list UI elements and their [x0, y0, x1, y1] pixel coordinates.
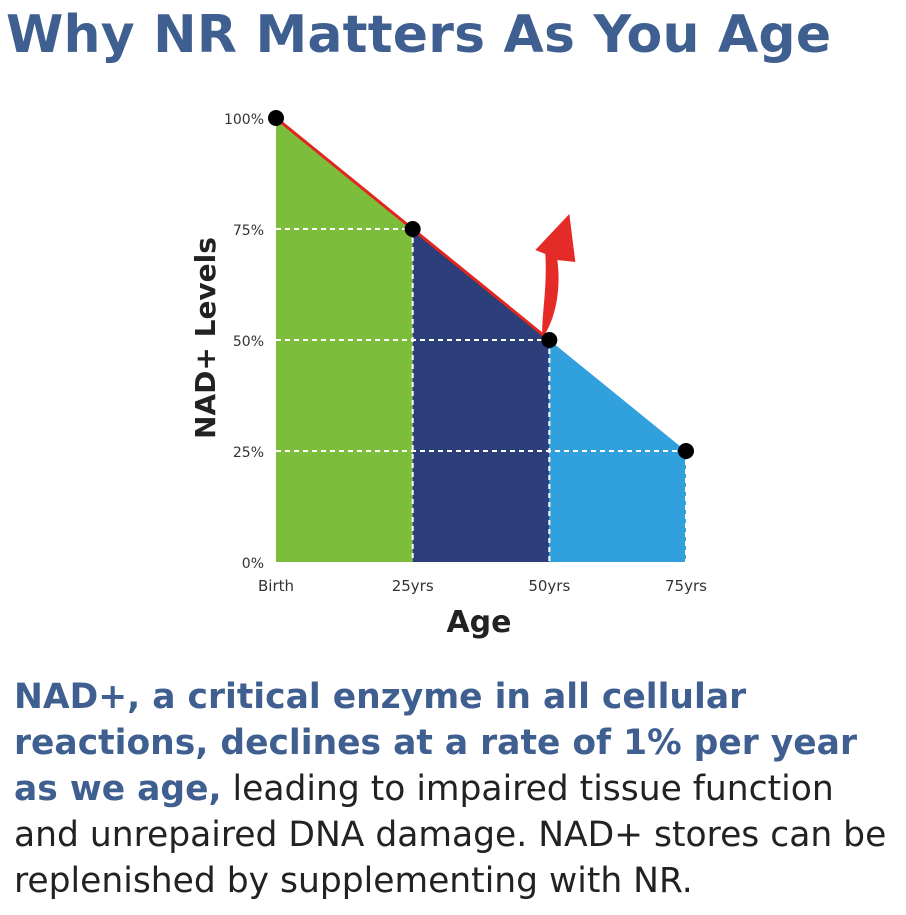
area-segment-3	[549, 340, 686, 562]
x-axis-label: Age	[446, 605, 511, 640]
page-title: Why NR Matters As You Age	[6, 5, 832, 65]
y-axis-label: NAD+ Levels	[189, 237, 222, 439]
x-tick-label: 50yrs	[528, 577, 570, 595]
description-text: NAD+, a critical enzyme in all cellular …	[14, 674, 904, 904]
y-tick-label: 50%	[233, 334, 264, 350]
x-tick-label: 75yrs	[665, 577, 707, 595]
description-highlight: NAD+, a critical enzyme in all cellular …	[14, 677, 857, 809]
y-tick-label: 25%	[233, 445, 264, 461]
data-point-Birth	[268, 110, 284, 126]
nad-decline-chart: 100% 75% 50% 25% 0% Birth 25yrs 50yrs 75yrs Age NA…	[189, 110, 707, 640]
data-point-75yrs	[678, 443, 694, 459]
area-segment-2	[412, 229, 550, 562]
y-tick-label: 75%	[233, 223, 264, 239]
x-tick-label: Birth	[258, 577, 294, 595]
y-tick-label: 0%	[242, 556, 264, 572]
x-tick-label: 25yrs	[392, 577, 434, 595]
data-point-50yrs	[541, 332, 558, 348]
data-point-25yrs	[404, 221, 421, 237]
increase-arrow-icon	[535, 214, 576, 338]
description-rest: leading to impaired tissue function and …	[14, 769, 887, 901]
y-tick-label: 100%	[224, 112, 264, 128]
